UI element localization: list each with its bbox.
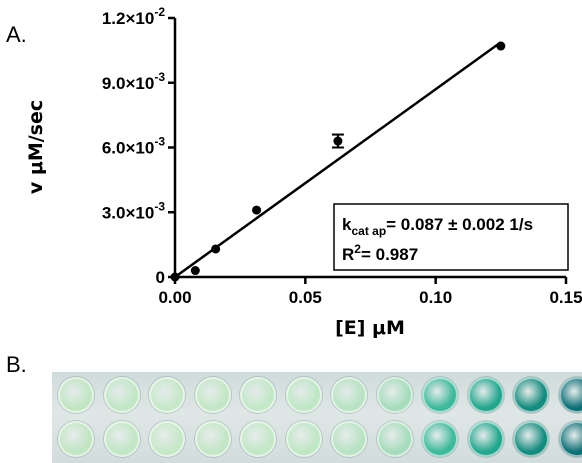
data-point (190, 266, 200, 276)
data-points (170, 41, 506, 282)
plate-well (194, 421, 231, 457)
plate-well (422, 421, 458, 457)
plate-well (58, 421, 94, 457)
plate-well (513, 377, 549, 413)
x-tick-label: 0.15 (549, 288, 582, 307)
plate-well (558, 377, 582, 413)
x-axis-title: [E] μM (335, 317, 405, 339)
annotation-box (333, 203, 569, 271)
y-tick-label: 1.2×10-2 (102, 5, 165, 28)
plate-well (331, 377, 367, 413)
plate-well (149, 377, 185, 413)
r2-line: R2= 0.987 (342, 242, 418, 264)
r2-symbol: R (342, 245, 354, 264)
y-axis-ticks: 0 3.0×10-3 6.0×10-3 9.0×10-3 1.2×10-2 (102, 5, 175, 287)
plate-well (331, 421, 367, 457)
plate-well (513, 421, 549, 457)
plate-well (103, 377, 140, 413)
r2-value: = 0.987 (361, 245, 418, 264)
x-tick-label: 0.00 (158, 288, 191, 307)
plate-well (467, 421, 504, 457)
data-point (170, 272, 180, 282)
x-axis-ticks: 0.00 0.05 0.10 0.15 (158, 277, 582, 307)
plate-well (240, 377, 276, 413)
plate-well (194, 377, 231, 413)
kcat-chart: 03.0×10-36.0×10-39.0×10-31.2×10-2 0.00 0.… (25, 5, 582, 339)
y-tick-label: 6.0×10-3 (102, 135, 165, 158)
x-tick-label: 0.10 (419, 288, 452, 307)
plate-well (376, 421, 413, 457)
plate-well (558, 421, 582, 457)
y-tick-label: 9.0×10-3 (102, 70, 165, 93)
microplate-photo (52, 372, 582, 463)
panel-b-label: B. (6, 352, 27, 377)
kcat-symbol: k (342, 215, 352, 234)
plate-well (103, 421, 140, 457)
plate-well (58, 377, 94, 413)
plate-well (285, 377, 322, 413)
y-axis-title: v μM/sec (25, 100, 47, 194)
data-point (333, 136, 343, 146)
plate-well (422, 377, 458, 413)
fit-line (174, 41, 502, 279)
plate-well (376, 377, 413, 413)
kcat-subscript: cat ap (351, 224, 386, 238)
plate-well (467, 377, 504, 413)
kcat-line: kcat ap= 0.087 ± 0.002 1/s (342, 215, 533, 238)
fit-line-group (174, 41, 502, 279)
y-tick-label: 0 (156, 268, 165, 287)
plate-well (149, 421, 185, 457)
fit-annotation: kcat ap= 0.087 ± 0.002 1/s R2= 0.987 (333, 203, 569, 271)
kcat-value: = 0.087 ± 0.002 1/s (386, 215, 533, 234)
data-point (496, 41, 506, 51)
x-tick-label: 0.05 (289, 288, 322, 307)
y-tick-label: 3.0×10-3 (102, 199, 165, 222)
plate-well (285, 421, 322, 457)
data-point (252, 205, 262, 215)
data-point (211, 244, 221, 254)
plate-well (240, 421, 276, 457)
r2-superscript: 2 (354, 242, 361, 256)
panel-a-label: A. (6, 22, 27, 47)
